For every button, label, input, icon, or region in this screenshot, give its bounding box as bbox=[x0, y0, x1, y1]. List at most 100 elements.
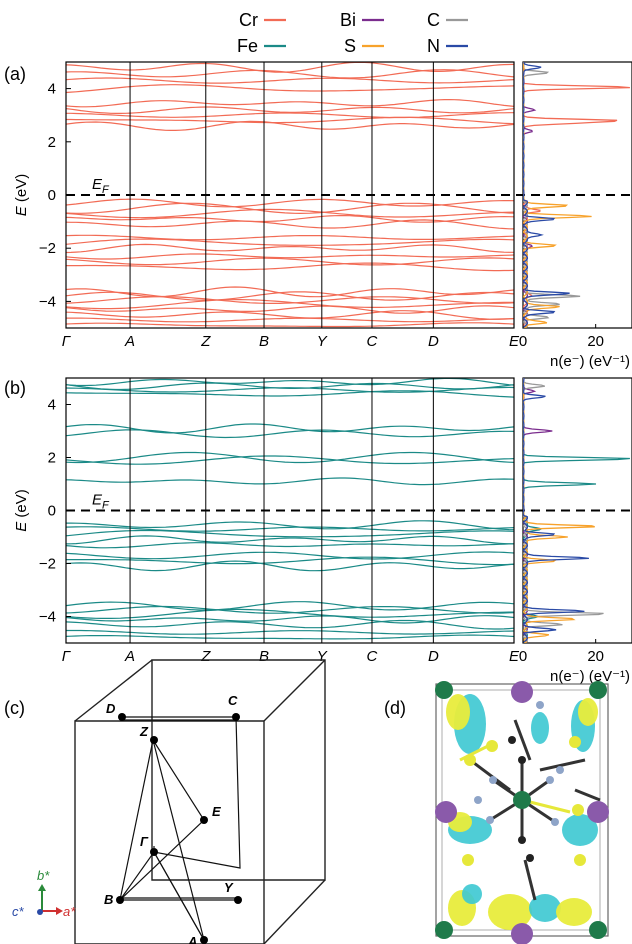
legend: Cr Bi C Fe S N bbox=[237, 10, 468, 56]
panel-label-c: (c) bbox=[4, 698, 25, 718]
legend-label: N bbox=[427, 36, 440, 56]
band-line bbox=[66, 477, 514, 486]
dos-x-tick-label: 20 bbox=[587, 648, 604, 665]
bz-point-label: E bbox=[212, 804, 221, 819]
kpoint-label: E bbox=[509, 333, 520, 350]
band-line bbox=[66, 556, 514, 566]
band-line bbox=[66, 629, 514, 635]
y-axis-label: E (eV) bbox=[13, 489, 30, 532]
atoms bbox=[435, 681, 609, 944]
fermi-label-sub: F bbox=[102, 500, 110, 512]
panel-label-b: (b) bbox=[4, 378, 26, 398]
bz-box bbox=[74, 659, 326, 944]
y-tick-label: 4 bbox=[48, 397, 56, 414]
bz-point bbox=[116, 896, 124, 904]
bz-point bbox=[200, 816, 208, 824]
kpoint-label: Γ bbox=[62, 648, 72, 665]
y-tick-label: 4 bbox=[48, 81, 56, 98]
y-tick-label: −4 bbox=[39, 293, 56, 310]
y-tick-label: 0 bbox=[48, 503, 56, 520]
legend-label: C bbox=[427, 10, 440, 30]
y-axis-label-unit: (eV) bbox=[13, 174, 30, 207]
kpoint-label: Γ bbox=[62, 333, 72, 350]
band-line bbox=[66, 455, 514, 465]
band-line bbox=[66, 451, 514, 464]
dos-x-tick-label: 0 bbox=[519, 333, 527, 350]
band-line bbox=[66, 69, 514, 79]
bands bbox=[66, 378, 514, 640]
fermi-label-sub: F bbox=[102, 184, 110, 196]
band-line bbox=[66, 542, 514, 549]
axis-label-c: c* bbox=[12, 904, 25, 919]
dos-curves bbox=[523, 62, 630, 328]
dos-curves bbox=[523, 378, 630, 643]
legend-label: Fe bbox=[237, 36, 258, 56]
band-line bbox=[66, 423, 514, 434]
legend-label: Cr bbox=[239, 10, 258, 30]
band-line bbox=[66, 526, 514, 532]
panel-label-d: (d) bbox=[384, 698, 406, 718]
bz-path bbox=[119, 716, 241, 941]
y-axis-label-unit: (eV) bbox=[13, 489, 30, 522]
axis-label-b: b* bbox=[37, 868, 50, 883]
band-line bbox=[66, 262, 514, 272]
legend-label: Bi bbox=[340, 10, 356, 30]
kpoint-label: C bbox=[367, 648, 378, 665]
band-line bbox=[66, 62, 514, 73]
band-line bbox=[66, 619, 514, 630]
band-line bbox=[66, 238, 514, 246]
bz-point bbox=[150, 736, 158, 744]
band-line bbox=[66, 243, 514, 254]
kpoint-label: A bbox=[124, 333, 135, 350]
band-line bbox=[66, 99, 514, 108]
bz-point-label: Y bbox=[224, 880, 234, 895]
band-line bbox=[66, 317, 514, 323]
kpoint-label: D bbox=[428, 648, 439, 665]
kpoint-label: Y bbox=[317, 333, 328, 350]
kpoint-label: Z bbox=[200, 333, 211, 350]
bz-point-label: Z bbox=[139, 724, 149, 739]
kpoint-label: B bbox=[259, 648, 269, 665]
y-axis-label: E (eV) bbox=[13, 174, 30, 217]
band-line bbox=[66, 390, 514, 398]
band-line bbox=[66, 120, 514, 131]
band-line bbox=[66, 257, 514, 266]
band-line bbox=[66, 219, 514, 230]
band-line bbox=[66, 386, 514, 393]
band-line bbox=[66, 378, 514, 387]
bz-point-label: Γ bbox=[140, 834, 149, 849]
band-line bbox=[66, 77, 514, 84]
y-axis-label-e: E bbox=[13, 205, 30, 216]
y-axis-label-e: E bbox=[13, 521, 30, 532]
bz-point bbox=[200, 936, 208, 944]
band-line bbox=[66, 291, 514, 301]
brillouin-zone-diagram: Z C D E Γ B Y A b* c* a* bbox=[12, 659, 326, 944]
y-tick-label: −4 bbox=[39, 609, 56, 626]
kpoint-label: B bbox=[259, 333, 269, 350]
bands bbox=[66, 62, 514, 328]
kpoint-label: C bbox=[367, 333, 378, 350]
y-tick-label: 0 bbox=[48, 187, 56, 204]
band-line bbox=[66, 601, 514, 611]
bz-points: Z C D E Γ B Y A bbox=[104, 693, 242, 944]
band-line bbox=[66, 84, 514, 94]
kpoint-label: E bbox=[509, 648, 520, 665]
band-line bbox=[66, 215, 514, 223]
y-tick-label: −2 bbox=[39, 240, 56, 257]
band-line bbox=[66, 112, 514, 119]
band-line bbox=[66, 615, 514, 624]
band-line bbox=[66, 520, 514, 531]
crystal-structure-image bbox=[435, 681, 609, 944]
band-line bbox=[66, 310, 514, 320]
band-line bbox=[66, 535, 514, 545]
band-line bbox=[66, 253, 514, 260]
band-line bbox=[66, 296, 514, 304]
axis-label-a: a* bbox=[63, 904, 76, 919]
band-line bbox=[66, 322, 514, 328]
reciprocal-axes: b* c* a* bbox=[12, 868, 76, 919]
band-line bbox=[66, 305, 514, 314]
bz-point bbox=[234, 896, 242, 904]
band-line bbox=[66, 529, 514, 538]
band-line bbox=[66, 551, 514, 560]
